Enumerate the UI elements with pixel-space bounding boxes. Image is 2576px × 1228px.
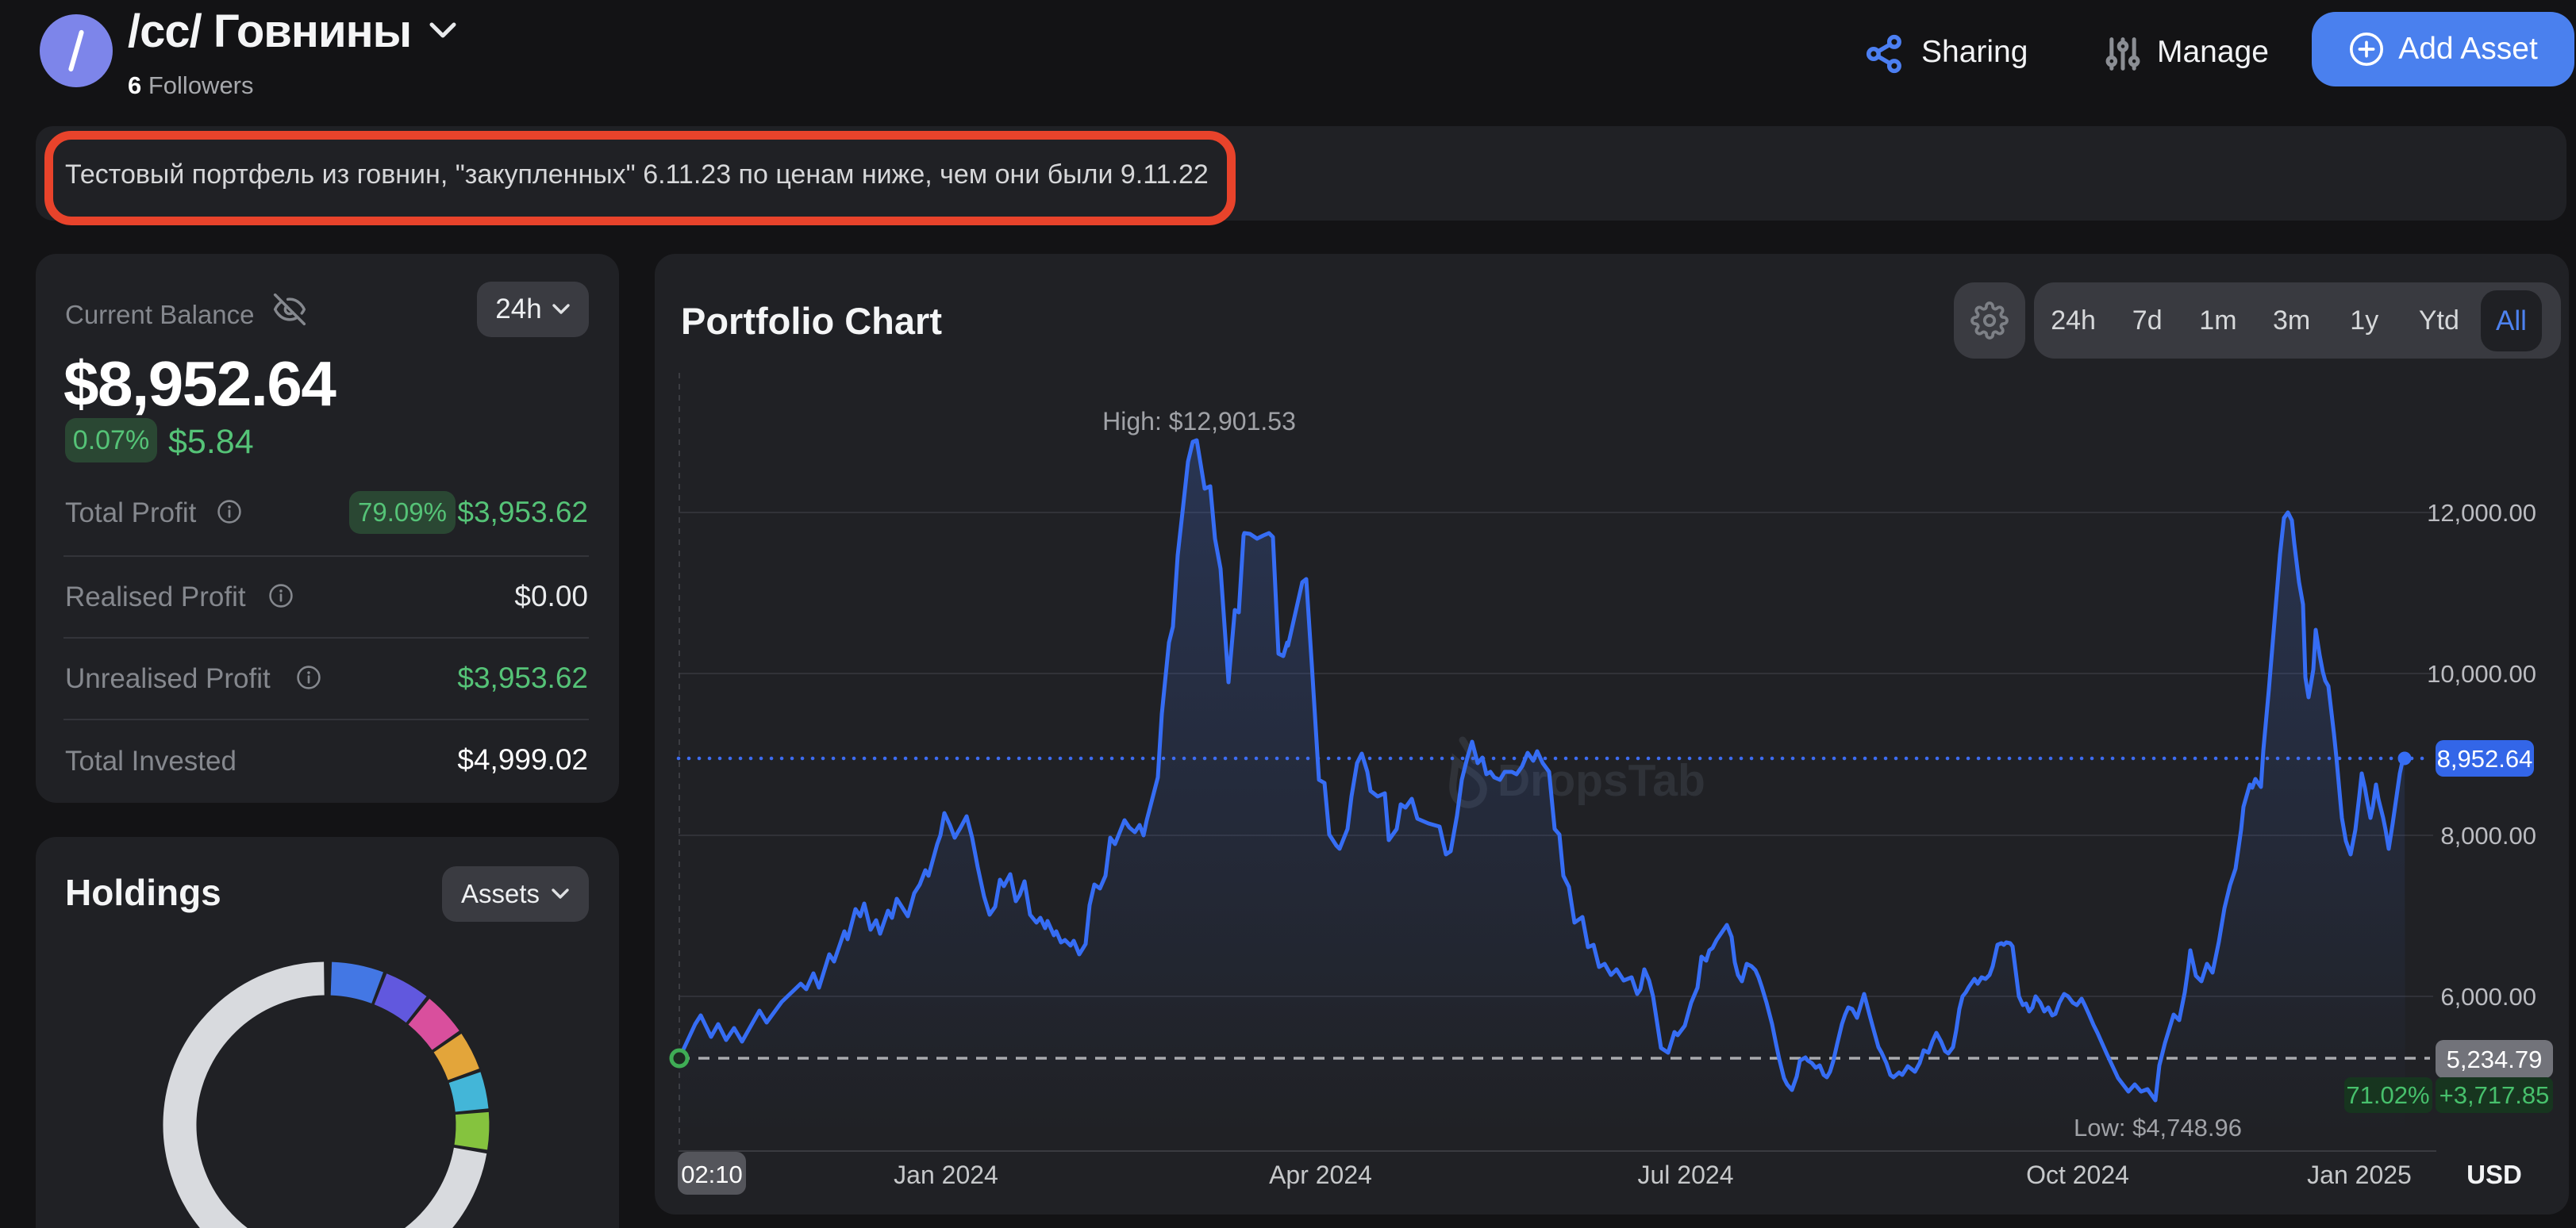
svg-text:10,000.00: 10,000.00: [2427, 660, 2536, 688]
svg-text:71.02%: 71.02%: [2346, 1081, 2429, 1109]
svg-text:5,234.79: 5,234.79: [2447, 1046, 2543, 1073]
svg-text:Low: $4,748.96: Low: $4,748.96: [2074, 1114, 2242, 1142]
svg-text:Oct 2024: Oct 2024: [2026, 1161, 2129, 1189]
svg-text:Jan 2024: Jan 2024: [894, 1161, 998, 1189]
svg-text:6,000.00: 6,000.00: [2440, 983, 2536, 1011]
svg-text:12,000.00: 12,000.00: [2427, 499, 2536, 527]
svg-text:Jul 2024: Jul 2024: [1638, 1161, 1734, 1189]
svg-text:USD: USD: [2466, 1160, 2522, 1189]
svg-text:02:10: 02:10: [681, 1161, 743, 1188]
svg-text:Apr 2024: Apr 2024: [1269, 1161, 1372, 1189]
svg-text:8,952.64: 8,952.64: [2437, 745, 2533, 773]
svg-text:Jan 2025: Jan 2025: [2307, 1161, 2412, 1189]
svg-text:High: $12,901.53: High: $12,901.53: [1102, 407, 1296, 436]
svg-text:+3,717.85: +3,717.85: [2440, 1081, 2550, 1109]
svg-text:8,000.00: 8,000.00: [2440, 822, 2536, 850]
